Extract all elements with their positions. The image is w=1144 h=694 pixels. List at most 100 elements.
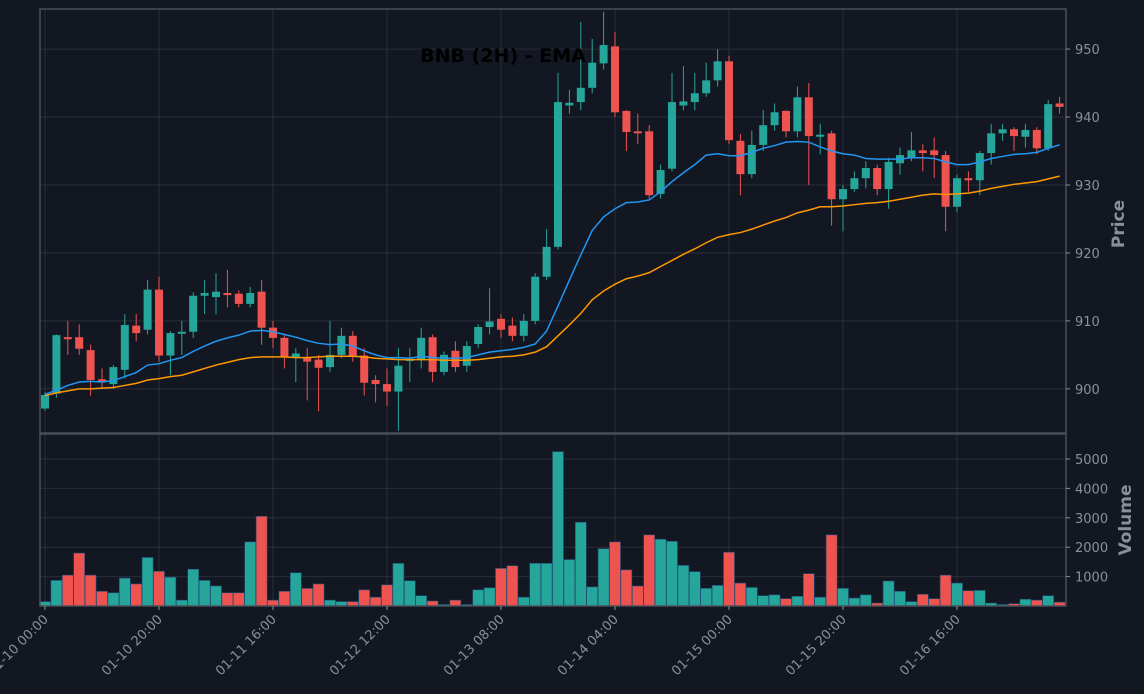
volume-bar — [324, 599, 336, 607]
candle-body — [793, 97, 802, 132]
volume-bar — [916, 593, 929, 607]
candle-body — [759, 125, 768, 145]
candle-body — [166, 333, 175, 356]
y-tick-label: 910 — [1075, 315, 1100, 330]
candle-body — [41, 394, 49, 409]
volume-bar — [848, 597, 861, 607]
candle-body — [132, 325, 141, 334]
candle-body — [257, 291, 266, 328]
volume-bar — [814, 596, 827, 607]
candle-body — [143, 289, 152, 330]
candle-body — [656, 170, 665, 194]
volume-bar — [586, 586, 599, 607]
candle-body — [725, 61, 733, 141]
volume-bar — [757, 595, 770, 607]
y-tick-label: 4000 — [1075, 482, 1108, 497]
volume-axis-label: Volume — [1116, 484, 1136, 555]
volume-bar — [540, 563, 553, 607]
candle-body — [280, 337, 289, 357]
volume-bar — [802, 573, 815, 607]
volume-bar — [107, 592, 120, 607]
candle-body — [1021, 129, 1030, 137]
volume-bar — [187, 568, 199, 607]
volume-bar — [529, 563, 542, 607]
candle-body — [975, 153, 984, 181]
price-panel-frame — [39, 8, 1067, 434]
candle-body — [839, 189, 847, 200]
volume-bar — [119, 577, 131, 607]
volume-bar — [745, 587, 758, 607]
volume-bar — [688, 571, 701, 607]
volume-bar — [483, 587, 496, 607]
candle-body — [120, 324, 129, 370]
candle-body — [531, 276, 540, 321]
candle-body — [884, 161, 893, 190]
candle-body — [462, 346, 471, 366]
candle-body — [861, 168, 870, 179]
volume-bar — [392, 563, 405, 607]
candle-body — [371, 380, 380, 385]
candle-body — [177, 331, 186, 334]
volume-bar — [973, 590, 986, 607]
volume-bar — [700, 588, 713, 607]
y-tick-label: 2000 — [1075, 541, 1108, 556]
candle-body — [918, 150, 927, 154]
volume-bar — [666, 541, 678, 607]
volume-bar — [620, 569, 633, 607]
candle-body — [565, 102, 574, 106]
volume-bar — [506, 565, 519, 607]
volume-bar — [415, 595, 428, 607]
candle-body — [1044, 104, 1053, 149]
candle-body — [417, 337, 426, 360]
candle-body — [52, 335, 61, 394]
candle-body — [702, 80, 711, 94]
volume-bar — [1042, 595, 1054, 607]
candle-body — [519, 320, 528, 336]
chart-title: BNB (2H) - EMA — [420, 45, 586, 67]
candle-body — [234, 293, 243, 304]
volume-bar — [837, 588, 849, 607]
volume-bar — [1019, 598, 1032, 607]
volume-bar — [312, 583, 325, 607]
candle-body — [873, 168, 882, 190]
volume-bar — [495, 568, 507, 607]
volume-bar — [780, 598, 792, 607]
candle-body — [86, 350, 95, 380]
volume-bar — [449, 599, 462, 607]
volume-bar — [654, 538, 667, 607]
volume-bar — [233, 592, 245, 607]
candle-body — [633, 131, 642, 134]
volume-bar — [403, 580, 416, 607]
candle-body — [998, 129, 1007, 134]
volume-bar — [574, 521, 587, 607]
candle-body — [1032, 129, 1041, 149]
volume-bar — [894, 590, 906, 607]
candle-body — [212, 291, 220, 298]
candle-body — [383, 384, 391, 392]
volume-bar — [939, 574, 952, 607]
candle-body — [497, 318, 505, 330]
candle-body — [690, 93, 699, 103]
candle-body — [804, 97, 813, 137]
candle-body — [1010, 129, 1018, 137]
candle-body — [269, 327, 277, 338]
volume-bar — [928, 598, 941, 607]
volume-bar — [289, 572, 302, 607]
candle-body — [816, 134, 825, 137]
volume-bar — [244, 541, 256, 607]
candle-body — [63, 337, 72, 340]
y-tick-label: 1000 — [1075, 571, 1108, 586]
volume-bar — [609, 541, 621, 607]
candle-body — [394, 365, 403, 392]
volume-bar — [96, 590, 108, 607]
candle-body — [440, 354, 448, 372]
volume-bar — [962, 590, 975, 607]
candle-body — [850, 178, 859, 190]
y-tick-label: 940 — [1075, 111, 1100, 126]
candle-body — [291, 353, 300, 358]
volume-bar — [768, 594, 781, 607]
candle-body — [200, 293, 209, 296]
volume-bar — [563, 559, 576, 607]
